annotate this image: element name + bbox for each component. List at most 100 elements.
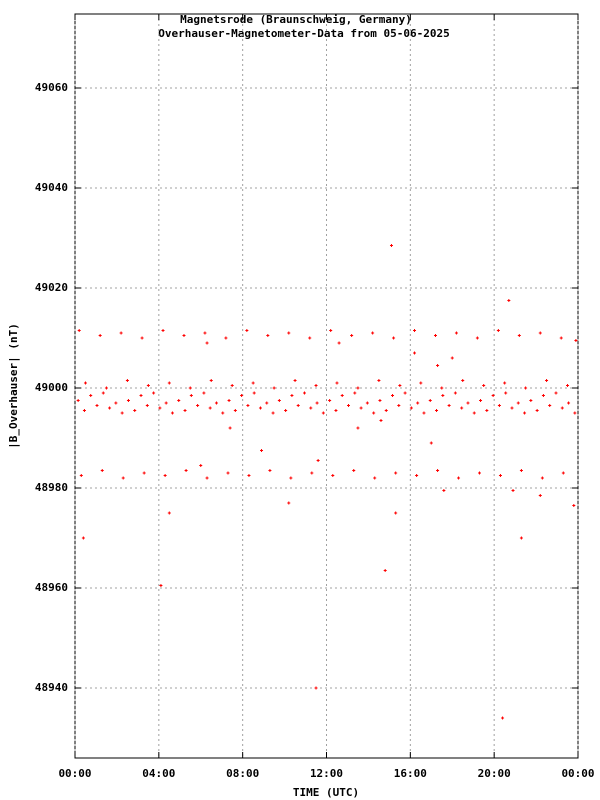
y-tick-label: 48960 (35, 581, 68, 594)
data-point (251, 381, 255, 385)
data-point (82, 409, 86, 412)
data-point (503, 381, 507, 385)
data-point (314, 384, 318, 387)
data-point (567, 401, 571, 405)
data-point (394, 471, 398, 475)
data-point (183, 409, 187, 412)
data-point (352, 469, 356, 472)
data-point (496, 329, 500, 332)
x-tick-label: 00:00 (561, 767, 594, 780)
data-point (477, 471, 481, 475)
data-point (545, 379, 549, 382)
data-point (479, 399, 483, 402)
data-point (497, 404, 501, 407)
data-point (159, 584, 163, 587)
data-point (365, 401, 369, 405)
data-point (450, 356, 454, 360)
data-point (164, 401, 168, 405)
data-point (227, 399, 231, 402)
data-point (491, 394, 495, 397)
data-point (247, 474, 251, 477)
data-point (289, 476, 293, 480)
data-point (120, 411, 124, 415)
data-point (504, 391, 508, 395)
data-point (397, 404, 401, 407)
data-point (516, 401, 520, 405)
data-point (485, 409, 489, 412)
data-point (340, 394, 344, 397)
data-point (519, 536, 523, 540)
data-point (245, 329, 249, 332)
data-point (196, 404, 200, 407)
data-point (535, 409, 539, 412)
data-point (540, 476, 544, 480)
data-point (415, 474, 419, 477)
data-point (501, 716, 505, 720)
data-point (328, 399, 332, 402)
data-point (95, 404, 99, 407)
data-point (199, 464, 203, 467)
data-point (101, 391, 105, 395)
data-point (510, 406, 514, 410)
data-point (142, 471, 146, 475)
data-point (538, 331, 542, 335)
data-point (89, 394, 93, 397)
data-point (409, 406, 413, 410)
x-axis-label: TIME (UTC) (293, 786, 359, 799)
data-point (76, 399, 80, 402)
data-point (184, 469, 188, 472)
data-point (272, 386, 276, 390)
data-point (350, 334, 354, 337)
data-point (524, 386, 528, 390)
data-point (541, 394, 545, 397)
data-point (454, 331, 458, 335)
data-point (453, 391, 457, 395)
data-point (100, 469, 104, 472)
x-tick-label: 08:00 (226, 767, 259, 780)
data-point (403, 391, 407, 395)
data-point (353, 391, 357, 395)
data-point (79, 474, 83, 477)
data-point (163, 474, 167, 477)
data-point (252, 391, 256, 395)
data-point (277, 399, 281, 402)
data-point (422, 411, 426, 415)
data-point (203, 331, 207, 335)
data-point (356, 426, 360, 430)
data-point (572, 504, 576, 507)
data-point (435, 409, 439, 412)
data-point (373, 476, 377, 480)
x-tick-label: 12:00 (310, 767, 343, 780)
data-point (266, 334, 270, 337)
data-point (104, 386, 108, 390)
data-point (321, 411, 325, 415)
data-point (457, 476, 461, 480)
data-point (224, 336, 228, 340)
data-point (98, 334, 102, 337)
data-point (554, 391, 558, 395)
data-point (538, 494, 542, 497)
y-tick-label: 49000 (35, 381, 68, 394)
data-point (233, 409, 237, 412)
data-point (383, 569, 387, 572)
data-point (413, 329, 417, 332)
data-point (566, 384, 570, 387)
data-point (77, 329, 81, 332)
data-point (466, 401, 470, 405)
data-point (429, 441, 433, 445)
data-point (436, 364, 440, 367)
data-point (394, 511, 398, 515)
data-point (529, 399, 533, 402)
data-point (511, 489, 515, 492)
data-point (290, 394, 294, 397)
data-point (170, 411, 174, 415)
y-axis-label: |B_Overhauser| (nT) (7, 323, 20, 449)
data-point (81, 536, 85, 540)
data-point (309, 406, 313, 410)
data-point (416, 401, 420, 405)
data-point (441, 394, 445, 397)
data-point (413, 351, 417, 355)
data-point (419, 381, 423, 385)
data-point (334, 409, 338, 412)
data-point (158, 406, 162, 410)
